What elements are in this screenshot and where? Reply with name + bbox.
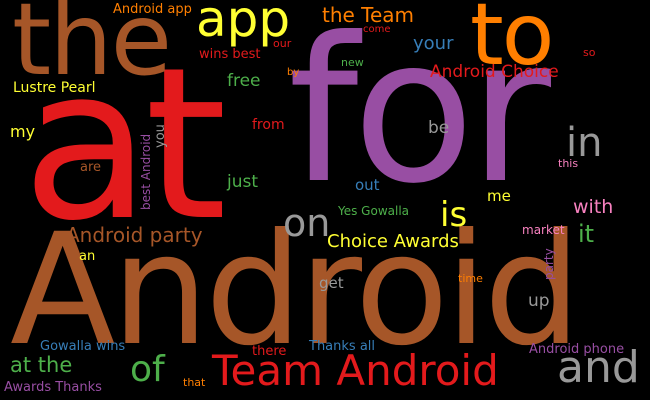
w-are: are bbox=[80, 160, 102, 175]
w-to: to bbox=[470, 0, 554, 85]
w-best-android: best Android bbox=[139, 133, 153, 210]
w-free: free bbox=[227, 71, 261, 91]
w-new: new bbox=[341, 56, 364, 69]
w-your: your bbox=[413, 33, 454, 54]
w-android-app: Android app bbox=[113, 2, 192, 17]
w-come: come bbox=[363, 24, 391, 35]
w-on: on bbox=[283, 201, 331, 245]
w-out: out bbox=[355, 176, 380, 194]
w-gowalla-wins: Gowalla wins bbox=[40, 339, 126, 354]
w-up: up bbox=[528, 291, 550, 311]
w-lustre-pearl: Lustre Pearl bbox=[13, 80, 96, 96]
w-thanks-all: Thanks all bbox=[309, 339, 376, 354]
w-from: from bbox=[252, 117, 285, 133]
w-be: be bbox=[428, 118, 450, 138]
w-this: this bbox=[558, 157, 579, 170]
w-android-big: Android bbox=[10, 201, 581, 380]
w-for: for bbox=[288, 0, 551, 228]
w-our: our bbox=[273, 37, 292, 50]
w-party: party bbox=[542, 248, 556, 280]
w-android-choice: Android Choice bbox=[430, 62, 559, 82]
w-is: is bbox=[440, 195, 468, 235]
w-that: that bbox=[183, 376, 206, 389]
w-and: and bbox=[557, 342, 640, 393]
w-market: market bbox=[522, 223, 565, 237]
w-me: me bbox=[487, 187, 511, 205]
w-at-the: at the bbox=[10, 353, 73, 377]
w-an: an bbox=[79, 249, 96, 264]
w-by: by bbox=[287, 67, 300, 78]
w-you: you bbox=[153, 124, 168, 148]
w-it: it bbox=[578, 220, 595, 248]
w-the-team: the Team bbox=[322, 3, 415, 27]
w-in: in bbox=[566, 120, 603, 166]
w-so: so bbox=[583, 46, 596, 59]
w-yes-gowalla: Yes Gowalla bbox=[338, 204, 410, 218]
w-with: with bbox=[573, 196, 614, 218]
w-my: my bbox=[10, 122, 36, 141]
w-choice-awards: Choice Awards bbox=[327, 231, 459, 252]
w-app: app bbox=[196, 0, 291, 48]
w-just: just bbox=[227, 172, 259, 192]
w-get: get bbox=[319, 274, 344, 292]
w-android-party: Android party bbox=[66, 223, 203, 247]
w-the: the bbox=[12, 0, 172, 98]
w-at: at bbox=[22, 22, 227, 267]
w-of: of bbox=[130, 349, 165, 390]
w-awards-thanks: Awards Thanks bbox=[4, 380, 102, 395]
w-time: time bbox=[458, 272, 483, 285]
w-android-phone: Android phone bbox=[529, 342, 625, 357]
w-team-android: Team Android bbox=[212, 346, 499, 395]
w-wins-best: wins best bbox=[199, 47, 261, 62]
w-there: there bbox=[252, 344, 287, 359]
